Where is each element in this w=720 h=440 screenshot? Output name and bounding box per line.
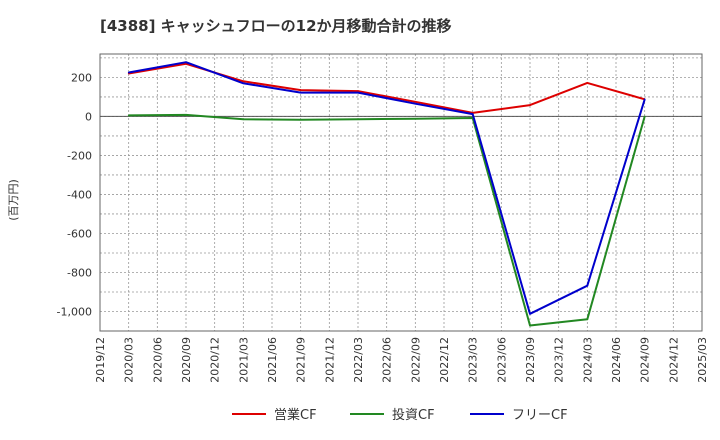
plot-frame xyxy=(99,53,703,332)
data-point xyxy=(586,284,589,287)
legend-label: フリーCF xyxy=(512,408,568,423)
data-point xyxy=(471,113,474,115)
data-point xyxy=(299,118,302,121)
chart-title: [4388] キャッシュフローの12か月移動合計の推移 xyxy=(100,17,452,35)
data-point xyxy=(643,115,646,118)
data-point xyxy=(414,102,417,105)
data-point xyxy=(357,90,359,92)
x-tick-label: 2023/12 xyxy=(553,337,566,383)
x-tick-label: 2021/03 xyxy=(237,337,250,383)
y-tick-label: -600 xyxy=(67,227,92,240)
y-tick-label: 0 xyxy=(85,110,92,123)
legend-label: 営業CF xyxy=(274,407,317,423)
data-point xyxy=(414,117,417,120)
data-point xyxy=(242,118,245,121)
data-point xyxy=(299,89,302,91)
data-point xyxy=(127,71,130,74)
legend-label: 投資CF xyxy=(392,407,435,423)
data-point xyxy=(242,82,245,85)
x-tick-label: 2023/09 xyxy=(524,337,537,383)
x-tick-label: 2023/03 xyxy=(467,337,480,383)
x-tick-label: 2024/09 xyxy=(639,337,652,383)
data-point xyxy=(357,118,359,120)
data-point xyxy=(529,104,531,106)
series-layer xyxy=(127,61,646,327)
x-tick-label: 2020/09 xyxy=(180,337,193,383)
data-point xyxy=(643,98,646,101)
y-tick-labels: 200 0 -200 -400 -600 -800 -1,000 xyxy=(57,71,92,318)
data-point xyxy=(185,61,187,63)
x-tick-label: 2022/03 xyxy=(352,337,365,383)
series-line xyxy=(128,61,646,315)
x-tick-label: 2021/09 xyxy=(295,337,308,383)
x-tick-label: 2021/06 xyxy=(266,337,279,383)
x-tick-label: 2022/12 xyxy=(438,337,451,383)
data-point xyxy=(529,324,531,327)
data-point xyxy=(529,313,531,315)
x-tick-label: 2023/06 xyxy=(495,337,508,383)
data-point xyxy=(185,114,187,116)
x-tick-label: 2019/12 xyxy=(94,337,107,383)
y-tick-label: 200 xyxy=(71,71,92,84)
data-point xyxy=(299,91,302,94)
y-tick-label: -800 xyxy=(67,266,92,279)
grid-layer xyxy=(99,54,703,332)
x-tick-label: 2020/06 xyxy=(151,337,164,383)
x-tick-label: 2022/06 xyxy=(381,337,394,383)
data-point xyxy=(586,318,589,321)
x-tick-label: 2024/12 xyxy=(667,337,680,383)
data-point xyxy=(357,91,359,94)
x-tick-labels: 2019/12 2020/03 2020/06 2020/09 2020/12 2021/… xyxy=(94,337,709,383)
x-tick-label: 2024/06 xyxy=(610,337,623,383)
data-point xyxy=(242,80,245,83)
series-line xyxy=(128,113,646,327)
x-tick-label: 2024/03 xyxy=(581,337,594,383)
data-point xyxy=(127,114,130,117)
data-point xyxy=(414,100,417,103)
data-point xyxy=(586,82,589,84)
y-axis-label: (百万円) xyxy=(7,179,20,221)
x-tick-label: 2021/12 xyxy=(323,337,336,383)
y-tick-label: -200 xyxy=(67,149,92,162)
y-tick-label: -1,000 xyxy=(57,305,92,318)
y-tick-label: -400 xyxy=(67,188,92,201)
x-tick-label: 2020/12 xyxy=(209,337,222,383)
x-tick-label: 2025/03 xyxy=(696,337,709,383)
x-tick-label: 2022/09 xyxy=(409,337,422,383)
x-tick-label: 2020/03 xyxy=(123,337,136,383)
legend: 営業CF 投資CF フリーCF xyxy=(232,407,568,423)
